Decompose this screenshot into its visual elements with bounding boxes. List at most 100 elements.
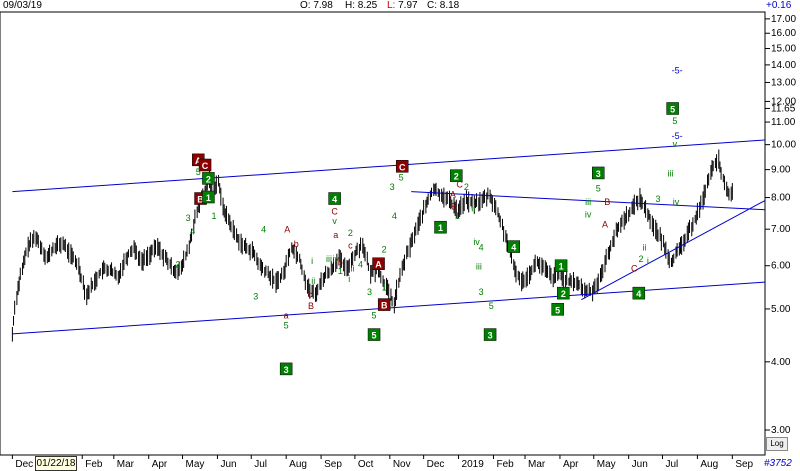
date-readout: 09/03/19 [3, 0, 42, 11]
y-tick-label: 11.65 [771, 103, 796, 114]
symbol-label: #3752 [764, 458, 792, 469]
x-tick-label: Jul [665, 459, 678, 470]
wave-label-box [372, 257, 385, 270]
wave-label: 5 [372, 311, 377, 321]
wave-label: -5- [672, 66, 683, 76]
wave-label: C [631, 264, 638, 274]
wave-label: B [308, 301, 314, 311]
wave-label: A [602, 220, 608, 230]
y-tick-label: 17.00 [771, 14, 796, 25]
open-value: 7.98 [313, 0, 333, 11]
x-tick-label: Jul [254, 459, 267, 470]
low-label: L: [387, 0, 396, 11]
wave-label: 2 [639, 254, 644, 264]
wave-label: 2 [382, 244, 387, 254]
open-label: O: [300, 0, 311, 11]
wave-label: c [308, 289, 313, 299]
wave-label: a [333, 230, 338, 240]
wave-label: 1 [382, 283, 387, 293]
y-tick-label: 8.00 [771, 193, 791, 204]
wave-label-box [592, 166, 605, 180]
wave-label: B [381, 301, 388, 311]
wave-label: -5- [672, 131, 683, 141]
wave-label-box [279, 362, 293, 376]
wave-label: C [456, 179, 463, 189]
wave-label-box [632, 286, 646, 300]
wave-label: b [294, 239, 299, 249]
change-readout: +0.16 [766, 0, 792, 11]
wave-label: iv [473, 237, 480, 247]
wave-label: 1 [206, 193, 211, 203]
wave-label: 1 [338, 266, 343, 276]
wave-label: 2 [561, 289, 566, 299]
wave-label: 3 [367, 287, 372, 297]
wave-label-box [666, 102, 679, 115]
x-tick-label: Feb [85, 459, 103, 470]
y-tick-label: 9.00 [771, 165, 791, 176]
x-tick-label: Apr [152, 459, 168, 470]
wave-label: 5 [489, 301, 494, 311]
wave-label: B [451, 202, 457, 212]
low-value: 7.97 [398, 0, 418, 11]
wave-label: iii [585, 197, 591, 207]
wave-label-box [507, 240, 521, 253]
high-label: H: [345, 0, 355, 11]
close-label: C: [427, 0, 437, 11]
wave-label: ii [311, 276, 315, 286]
wave-label: 5 [596, 184, 601, 194]
x-tick-label: Feb [496, 459, 514, 470]
wave-label-box [551, 303, 564, 316]
wave-label: 3 [479, 287, 484, 297]
x-tick-label: Jun [632, 459, 648, 470]
wave-label-box [395, 160, 409, 173]
wave-label: C [202, 161, 209, 171]
x-tick-label: Aug [289, 459, 307, 470]
wave-label-box [202, 172, 215, 185]
wave-label: B [604, 197, 610, 207]
x-tick-label: Sep [735, 459, 753, 470]
wave-label-box [483, 328, 497, 341]
wave-label: C [331, 206, 338, 216]
wave-label: A [284, 225, 290, 235]
wave-label: ii [642, 242, 646, 252]
wave-label-box [202, 190, 215, 204]
y-tick-label: 16.00 [771, 28, 796, 39]
log-scale-button[interactable]: Log [766, 437, 788, 451]
wave-label: 1 [559, 262, 564, 272]
wave-label: iv [585, 210, 592, 220]
wave-label: 5 [196, 167, 201, 177]
x-tick-label: Aug [700, 459, 718, 470]
x-tick-label: Oct [358, 459, 374, 470]
wave-label: 5 [672, 116, 677, 126]
x-tick-label: Dec [15, 459, 33, 470]
wave-label: 4 [479, 242, 484, 252]
close-value: 8.18 [439, 0, 460, 11]
wave-label-box [450, 169, 463, 182]
y-tick-label: 4.00 [771, 357, 791, 368]
wave-label: 4 [332, 195, 337, 205]
wave-label: 3 [253, 292, 258, 302]
wave-label: 2 [348, 228, 353, 238]
trendline[interactable] [581, 200, 766, 301]
date-cursor-field[interactable]: 01/22/18 [35, 456, 77, 471]
wave-label-box [198, 158, 212, 172]
wave-label: 2 [176, 260, 181, 270]
open-readout: O: 7.98 [300, 0, 333, 11]
wave-label: 4 [392, 211, 397, 221]
wave-label: 3 [596, 169, 601, 179]
wave-label-box [554, 259, 568, 272]
wave-label: iii [476, 262, 482, 272]
x-tick-label: May [597, 459, 616, 470]
wave-label: B [197, 195, 204, 205]
y-tick-label: 11.00 [771, 117, 796, 128]
y-tick-label: 15.00 [771, 44, 796, 55]
wave-label: 1 [438, 223, 443, 233]
x-tick-label: Apr [563, 459, 579, 470]
wave-label: iv [332, 254, 339, 264]
wave-label: 1 [455, 211, 460, 221]
wave-label: 3 [186, 213, 191, 223]
y-tick-label: 7.00 [771, 224, 791, 235]
trendline[interactable] [12, 139, 766, 193]
trendline[interactable] [411, 191, 766, 211]
